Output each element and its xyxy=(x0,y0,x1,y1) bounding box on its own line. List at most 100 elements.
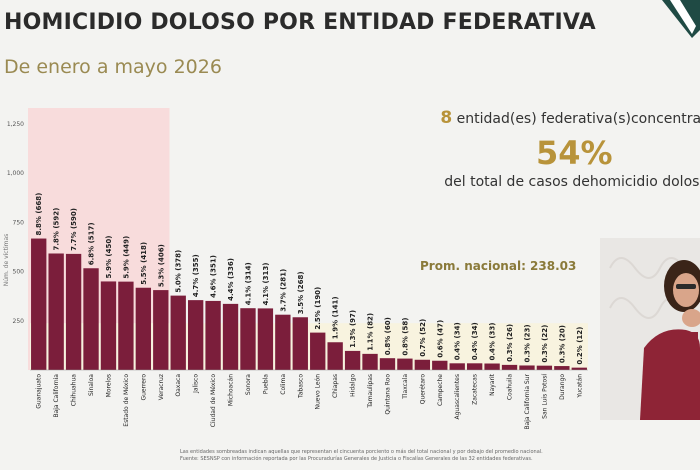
x-category-label: Colima xyxy=(280,374,287,395)
x-category-label: Guerrero xyxy=(140,374,147,401)
x-category-label: Estado de México xyxy=(123,374,130,427)
x-category-label: Chiapas xyxy=(332,374,339,398)
corner-logo-shape xyxy=(662,0,700,38)
bar-value-label: 5.5% (418) xyxy=(140,242,148,285)
bar-value-label: 0.4% (33) xyxy=(489,323,497,361)
footnote-line-2: Fuente: SESNSP con información reportada… xyxy=(180,456,533,462)
y-tick-label: 1,250 xyxy=(7,121,24,128)
x-category-label: Querétaro xyxy=(419,374,426,405)
bar-value-label: 7.7% (590) xyxy=(70,208,78,251)
summary-percent: 54% xyxy=(536,134,613,172)
bar-value-label: 0.4% (34) xyxy=(471,322,479,360)
x-category-label: Veracruz xyxy=(158,374,165,400)
bar-value-label: 2.5% (190) xyxy=(314,287,322,330)
bar-value-label: 0.8% (60) xyxy=(384,317,392,355)
bar-12 xyxy=(222,303,239,370)
x-category-label: Nuevo León xyxy=(315,374,322,410)
bar-22 xyxy=(397,358,413,370)
bar-6 xyxy=(118,281,134,370)
bar-value-label: 0.3% (23) xyxy=(523,324,531,362)
bar-value-label: 4.7% (355) xyxy=(192,254,200,297)
bar-value-label: 0.3% (22) xyxy=(541,325,549,363)
bar-value-label: 3.7% (281) xyxy=(279,269,287,312)
x-category-label: Tamaulipas xyxy=(367,374,374,409)
x-category-label: Coahuila xyxy=(507,374,514,400)
bar-30 xyxy=(536,365,553,370)
x-category-label: Aguascalientes xyxy=(454,374,461,420)
bar-31 xyxy=(554,366,570,370)
bar-3 xyxy=(65,253,82,370)
bar-value-label: 0.2% (12) xyxy=(576,327,584,365)
x-category-label: Ciudad de México xyxy=(210,374,217,428)
bar-15 xyxy=(275,314,291,370)
bar-value-label: 5.3% (406) xyxy=(157,244,165,287)
y-tick-label: 500 xyxy=(13,269,25,276)
summary-text-2: del total de casos dehomicidio doloso xyxy=(444,174,700,190)
bar-value-label: 1.1% (82) xyxy=(367,313,375,351)
bar-value-label: 0.3% (20) xyxy=(558,325,566,363)
x-category-label: Oaxaca xyxy=(175,374,182,397)
y-tick-label: 250 xyxy=(13,318,25,325)
x-category-label: Tabasco xyxy=(297,374,304,399)
bar-chart: 250 500 750 1,000 1,250 Núm. de víctimas 8.8% … xyxy=(3,108,588,430)
bar-value-label: 8.8% (668) xyxy=(35,193,43,236)
bar-value-label: 4.1% (314) xyxy=(244,262,252,305)
x-category-label: Sonora xyxy=(245,374,252,395)
bar-value-label: 4.1% (313) xyxy=(262,263,270,306)
bar-27 xyxy=(484,363,500,370)
page-subtitle: De enero a mayo 2026 xyxy=(4,56,222,78)
bar-19 xyxy=(344,350,361,370)
x-category-label: Jalisco xyxy=(193,374,200,394)
bar-value-label: 4.6% (351) xyxy=(210,255,218,298)
interpreter-video xyxy=(600,238,700,420)
bar-value-label: 6.8% (517) xyxy=(88,222,96,265)
footnote-line-1: Las entidades sombreadas indican aquella… xyxy=(180,449,543,455)
x-category-label: Baja California Sur xyxy=(524,373,531,429)
bar-value-label: 0.4% (34) xyxy=(454,322,462,360)
bar-7 xyxy=(135,287,152,370)
bar-5 xyxy=(100,281,117,370)
x-category-label: Yucatán xyxy=(576,374,583,399)
bar-8 xyxy=(153,290,169,370)
chart-footnote: Las entidades sombreadas indican aquella… xyxy=(180,449,640,463)
x-category-label: Baja California xyxy=(53,374,60,418)
x-category-label: Chihuahua xyxy=(71,374,78,407)
x-category-label: Tlaxcala xyxy=(402,374,409,400)
bar-9 xyxy=(170,295,186,370)
bar-value-label: 5.9% (450) xyxy=(105,236,113,279)
summary-text-1: entidad(es) federativa(s)concentran xyxy=(456,111,700,127)
bar-24 xyxy=(432,360,448,370)
bar-2 xyxy=(48,253,64,370)
x-category-label: Nayarit xyxy=(489,373,496,396)
bar-value-label: 1.3% (97) xyxy=(349,310,357,348)
bar-value-label: 3.5% (268) xyxy=(297,271,305,314)
average-label: Prom. nacional: 238.03 xyxy=(420,259,577,273)
bar-value-label: 1.9% (141) xyxy=(332,296,340,339)
bar-value-label: 5.9% (449) xyxy=(122,236,130,279)
bar-23 xyxy=(414,359,431,370)
x-category-label: Durango xyxy=(559,374,566,400)
bar-value-label: 4.4% (336) xyxy=(227,258,235,301)
bar-32 xyxy=(571,367,587,370)
summary-count: 8 xyxy=(440,108,453,128)
y-axis-label: Núm. de víctimas xyxy=(3,234,10,287)
x-category-label: San Luis Potosí xyxy=(541,374,548,419)
x-category-label: Morelos xyxy=(105,374,112,397)
bar-14 xyxy=(257,308,274,370)
bar-value-label: 0.7% (52) xyxy=(419,319,427,357)
bar-21 xyxy=(379,358,396,370)
x-category-label: Puebla xyxy=(262,374,269,394)
page-title: HOMICIDIO DOLOSO POR ENTIDAD FEDERATIVA xyxy=(4,10,596,35)
bar-13 xyxy=(240,308,256,370)
bar-1 xyxy=(31,238,47,370)
bar-value-label: 0.8% (58) xyxy=(401,318,409,356)
bar-value-label: 5.0% (378) xyxy=(175,250,183,293)
bar-26 xyxy=(466,363,483,370)
x-category-label: Zacatecas xyxy=(472,374,479,405)
x-category-label: Guanajuato xyxy=(36,374,43,409)
interpreter-figure-icon xyxy=(600,238,700,420)
bar-18 xyxy=(327,342,343,370)
bar-28 xyxy=(501,364,518,370)
bar-17 xyxy=(310,332,326,370)
bar-20 xyxy=(362,353,378,370)
